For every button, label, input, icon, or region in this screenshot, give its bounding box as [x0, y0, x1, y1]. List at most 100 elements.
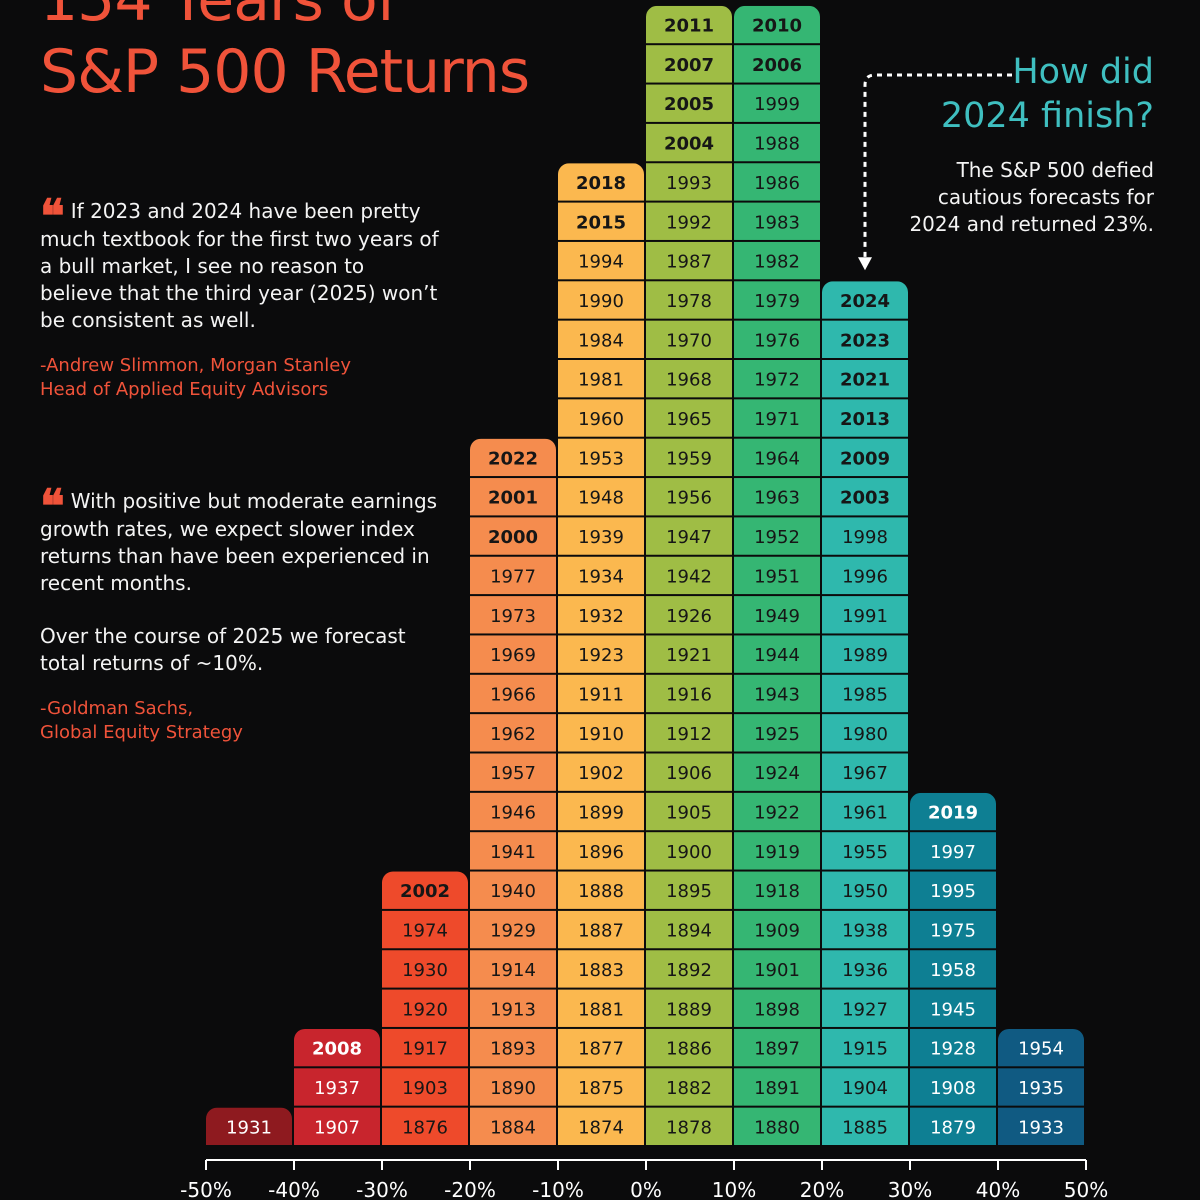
callout-body-line: 2024 and returned 23%.	[909, 212, 1154, 236]
year-label: 1951	[754, 566, 800, 587]
year-cell	[646, 399, 732, 437]
year-label: 1989	[842, 645, 888, 666]
year-label: 1987	[666, 252, 712, 273]
year-cell	[822, 517, 908, 555]
year-label: 1968	[666, 370, 712, 391]
year-label: 1930	[402, 960, 448, 981]
year-label: 1916	[666, 684, 712, 705]
year-label: 1908	[930, 1078, 976, 1099]
year-cell	[470, 478, 556, 516]
year-label: 1998	[842, 527, 888, 548]
year-cell	[822, 320, 908, 358]
year-cell	[822, 1028, 908, 1067]
year-label: 1898	[754, 999, 800, 1020]
year-label: 1906	[666, 763, 712, 784]
year-label: 1979	[754, 291, 800, 312]
year-cell	[910, 910, 996, 949]
year-label: 1929	[490, 921, 536, 942]
year-cell	[646, 1068, 732, 1106]
year-cell	[998, 1028, 1084, 1067]
year-label: 2008	[312, 1039, 362, 1060]
year-label: 2018	[576, 173, 626, 194]
year-label: 1905	[666, 803, 712, 824]
year-cell	[646, 123, 732, 162]
year-label: 1924	[754, 763, 800, 784]
year-label: 1893	[490, 1039, 536, 1060]
year-label: 1895	[666, 881, 712, 902]
year-label: 1944	[754, 645, 800, 666]
year-cell	[734, 1068, 820, 1106]
bin-cells: 1880 1891 1897 1898 1901 1909 1918 1919 1922 1924…	[734, 5, 820, 1145]
year-label: 1925	[754, 724, 800, 745]
year-cell	[734, 163, 820, 201]
year-cell	[470, 1107, 556, 1145]
quote-text: With positive but moderate earnings grow…	[40, 489, 438, 595]
year-cell	[734, 399, 820, 437]
x-tick-label: -50%	[180, 1178, 232, 1200]
year-cell	[910, 832, 996, 870]
bin-cells: 1907 1937 2008	[294, 1028, 380, 1145]
year-label: 1876	[402, 1117, 448, 1138]
year-cell	[910, 950, 996, 988]
year-label: 1935	[1018, 1078, 1064, 1099]
year-label: 2002	[400, 881, 450, 902]
year-label: 1934	[578, 566, 624, 587]
year-label: 1932	[578, 606, 624, 627]
year-cell	[646, 5, 732, 44]
attribution-line: -Andrew Slimmon, Morgan Stanley	[40, 355, 351, 376]
year-label: 1964	[754, 448, 800, 469]
year-label: 1999	[754, 94, 800, 115]
x-tick-label: 0%	[630, 1178, 662, 1200]
year-cell	[558, 792, 644, 831]
year-label: 1988	[754, 134, 800, 155]
year-cell	[822, 399, 908, 437]
bin-column: 1885 1904 1915 1927 1936 1938 1950 1955 1961 1967…	[822, 281, 908, 1145]
year-cell	[822, 596, 908, 634]
year-label: 1957	[490, 763, 536, 784]
year-label: 1971	[754, 409, 800, 430]
year-label: 1884	[490, 1117, 536, 1138]
quote-text: If 2023 and 2024 have been pretty much t…	[40, 199, 439, 332]
year-cell	[734, 123, 820, 162]
year-cell	[382, 910, 468, 949]
year-cell	[470, 832, 556, 870]
year-label: 1996	[842, 566, 888, 587]
year-cell	[646, 556, 732, 595]
year-label: 1981	[578, 370, 624, 391]
year-cell	[822, 1068, 908, 1106]
bin-column: 1880 1891 1897 1898 1901 1909 1918 1919 1922 1924…	[734, 5, 820, 1145]
year-label: 2004	[664, 134, 714, 155]
year-cell	[910, 1107, 996, 1145]
year-label: 1937	[314, 1078, 360, 1099]
year-label: 1992	[666, 212, 712, 233]
year-cell	[822, 753, 908, 791]
year-cell	[646, 674, 732, 713]
year-label: 1961	[842, 803, 888, 824]
year-cell	[822, 950, 908, 988]
year-cell	[558, 832, 644, 870]
year-label: 1883	[578, 960, 624, 981]
year-label: 1889	[666, 999, 712, 1020]
year-label: 1978	[666, 291, 712, 312]
year-label: 1997	[930, 842, 976, 863]
year-label: 1994	[578, 252, 624, 273]
callout-body-line: cautious forecasts for	[937, 185, 1154, 209]
year-cell	[910, 989, 996, 1027]
year-label: 2007	[664, 55, 714, 76]
year-cell	[646, 360, 732, 398]
callout-arrowhead-icon	[858, 257, 872, 271]
year-label: 1900	[666, 842, 712, 863]
year-label: 1912	[666, 724, 712, 745]
year-cell	[558, 950, 644, 988]
quote-attribution: -Goldman Sachs, Global Equity Strategy	[40, 697, 440, 745]
year-cell	[910, 871, 996, 909]
year-cell	[910, 1028, 996, 1067]
year-cell	[734, 5, 820, 44]
year-label: 1881	[578, 999, 624, 1020]
year-cell	[734, 478, 820, 516]
year-cell	[558, 1068, 644, 1106]
year-label: 1914	[490, 960, 536, 981]
year-cell	[646, 950, 732, 988]
